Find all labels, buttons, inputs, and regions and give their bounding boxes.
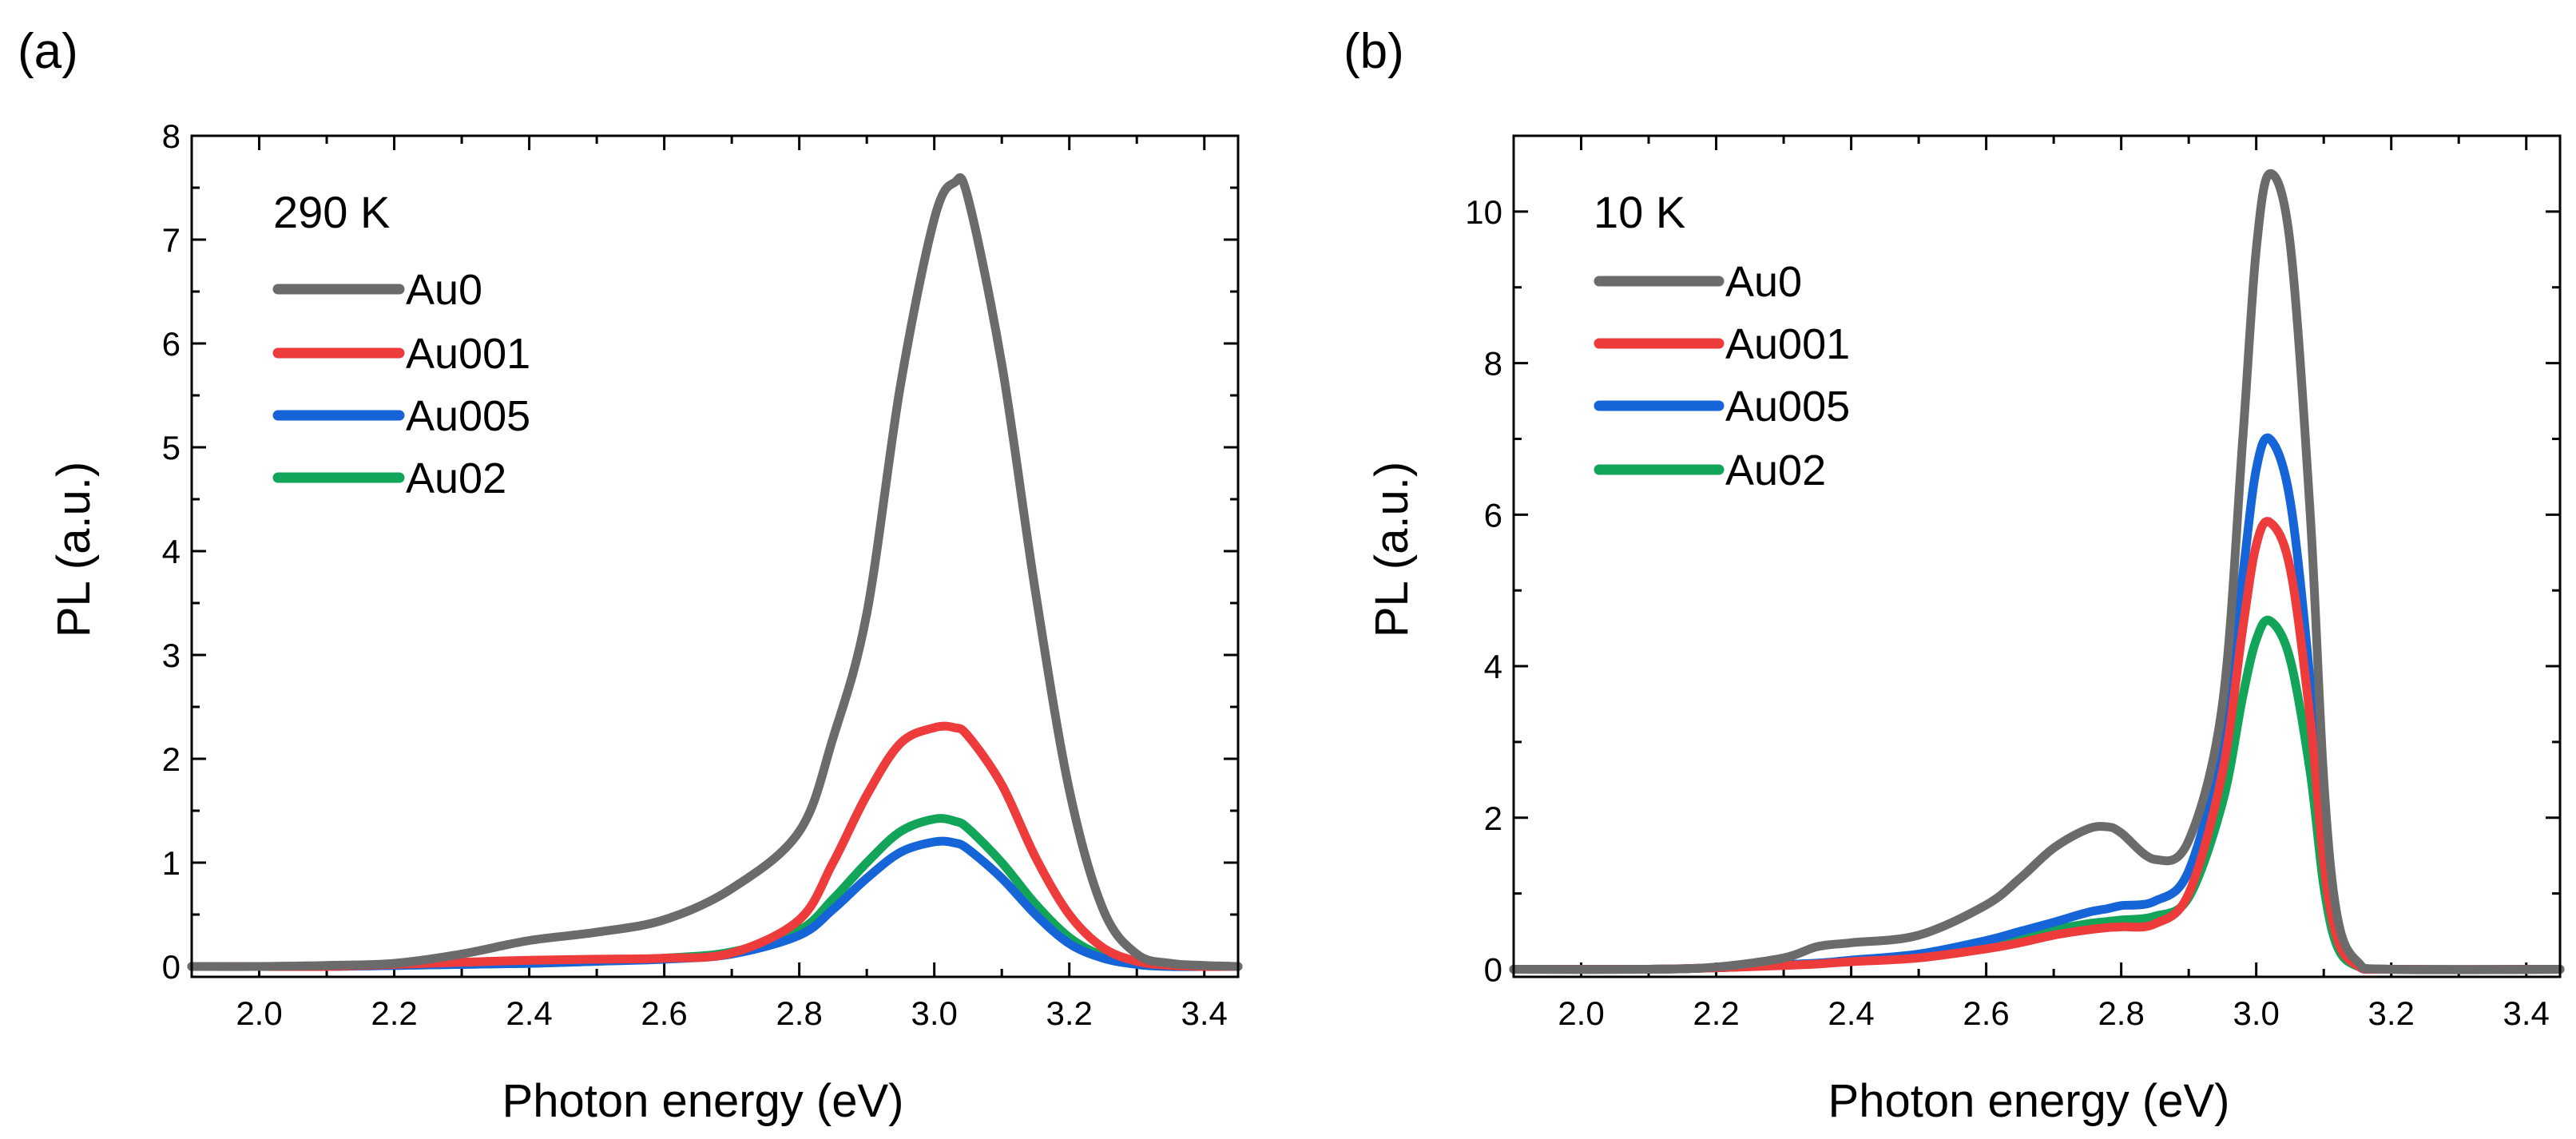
- panel-b-frame: [1512, 134, 2562, 978]
- panel-a-xtick-label: 3.4: [1181, 994, 1228, 1032]
- panel-a-legend-label-au02: Au02: [406, 454, 506, 502]
- panel-b-legend-label-au0: Au0: [1725, 258, 1802, 306]
- panel-b-xtick-label: 2.0: [1558, 994, 1604, 1032]
- panel-b-ticks: 2.0 2.2 2.4 2.6 2.8 3.0 3.2 3.4 0 2 4 6 8 10: [1465, 136, 2560, 1032]
- panel-a-xtick-label: 3.0: [911, 994, 957, 1032]
- panel-a-label: (a): [18, 24, 78, 79]
- panel-a: (a) PL (a.u.) Photon energy (eV) 2.0 2.2 2…: [18, 24, 1243, 1127]
- panel-a-temperature-label: 290 K: [273, 187, 390, 237]
- panel-a-ytick-label: 4: [162, 533, 181, 570]
- panel-b-xtick-label: 3.4: [2503, 994, 2550, 1032]
- panel-b-label: (b): [1344, 24, 1404, 79]
- panel-b-ytick-label: 2: [1484, 800, 1502, 837]
- panel-a-xtick-label: 2.0: [236, 994, 282, 1032]
- panel-b-ytick-label: 10: [1465, 193, 1502, 231]
- panel-a-ytick-label: 2: [162, 740, 181, 778]
- panel-a-series-au0: [187, 173, 1243, 971]
- panel-a-series-au005: [187, 836, 1243, 971]
- panel-a-ytick-label: 7: [162, 221, 181, 259]
- panel-b-ytick-label: 0: [1484, 951, 1502, 989]
- panel-a-xtick-label: 3.2: [1046, 994, 1093, 1032]
- panel-b-ytick-label: 8: [1484, 345, 1502, 383]
- panel-b-xtick-label: 2.4: [1828, 994, 1874, 1032]
- panel-a-xtick-label: 2.8: [776, 994, 822, 1032]
- panel-a-xlabel: Photon energy (eV): [502, 1075, 904, 1127]
- panel-b-series-au001: [1509, 517, 2565, 974]
- panel-b-legend: Au0 Au001 Au005 Au02: [1594, 258, 1850, 494]
- panel-a-legend-label-au005: Au005: [406, 392, 530, 440]
- panel-a-ytick-label: 5: [162, 429, 181, 466]
- panel-b-xtick-label: 3.2: [2368, 994, 2415, 1032]
- panel-b-series-au02: [1509, 616, 2565, 974]
- panel-a-series-au001: [187, 721, 1243, 971]
- panel-b-xtick-label: 2.2: [1693, 994, 1739, 1032]
- panel-b-ytick-label: 6: [1484, 496, 1502, 534]
- panel-a-legend: Au0 Au001 Au005 Au02: [272, 266, 530, 502]
- panel-a-ytick-label: 3: [162, 637, 181, 674]
- panel-b-legend-label-au005: Au005: [1725, 383, 1850, 431]
- panel-a-xtick-label: 2.2: [371, 994, 417, 1032]
- panel-a-frame: [190, 134, 1240, 978]
- panel-a-legend-label-au0: Au0: [406, 266, 482, 314]
- panel-b-temperature-label: 10 K: [1594, 187, 1685, 237]
- panel-a-ytick-label: 1: [162, 844, 181, 882]
- panel-b-xlabel: Photon energy (eV): [1828, 1075, 2230, 1127]
- panel-b-xtick-label: 3.0: [2233, 994, 2279, 1032]
- panel-b-series: [1509, 169, 2565, 974]
- panel-a-ytick-label: 6: [162, 325, 181, 363]
- panel-a-xtick-label: 2.6: [641, 994, 687, 1032]
- panel-a-xtick-label: 2.4: [506, 994, 552, 1032]
- panel-b-xtick-label: 2.6: [1963, 994, 2009, 1032]
- panel-b-xtick-label: 2.8: [2098, 994, 2144, 1032]
- panel-b-series-au0: [1509, 169, 2565, 974]
- panel-b: (b) PL (a.u.) Photon energy (eV) 2.0 2.2 2…: [1344, 24, 2565, 1127]
- panel-a-ytick-label: 0: [162, 948, 181, 986]
- panel-b-series-au005: [1509, 433, 2565, 974]
- panel-a-series: [187, 173, 1243, 971]
- panel-b-legend-label-au02: Au02: [1725, 446, 1826, 494]
- panel-a-ticks: 2.0 2.2 2.4 2.6 2.8 3.0 3.2 3.4 0 1 2 3 4 5 6 7 8: [162, 117, 1238, 1032]
- panel-a-legend-label-au001: Au001: [406, 330, 530, 378]
- panel-b-ylabel: PL (a.u.): [1366, 462, 1418, 637]
- panel-b-ytick-label: 4: [1484, 648, 1502, 685]
- panel-a-ylabel: PL (a.u.): [48, 462, 100, 637]
- panel-b-legend-label-au001: Au001: [1725, 320, 1850, 368]
- panel-a-ytick-label: 8: [162, 117, 181, 155]
